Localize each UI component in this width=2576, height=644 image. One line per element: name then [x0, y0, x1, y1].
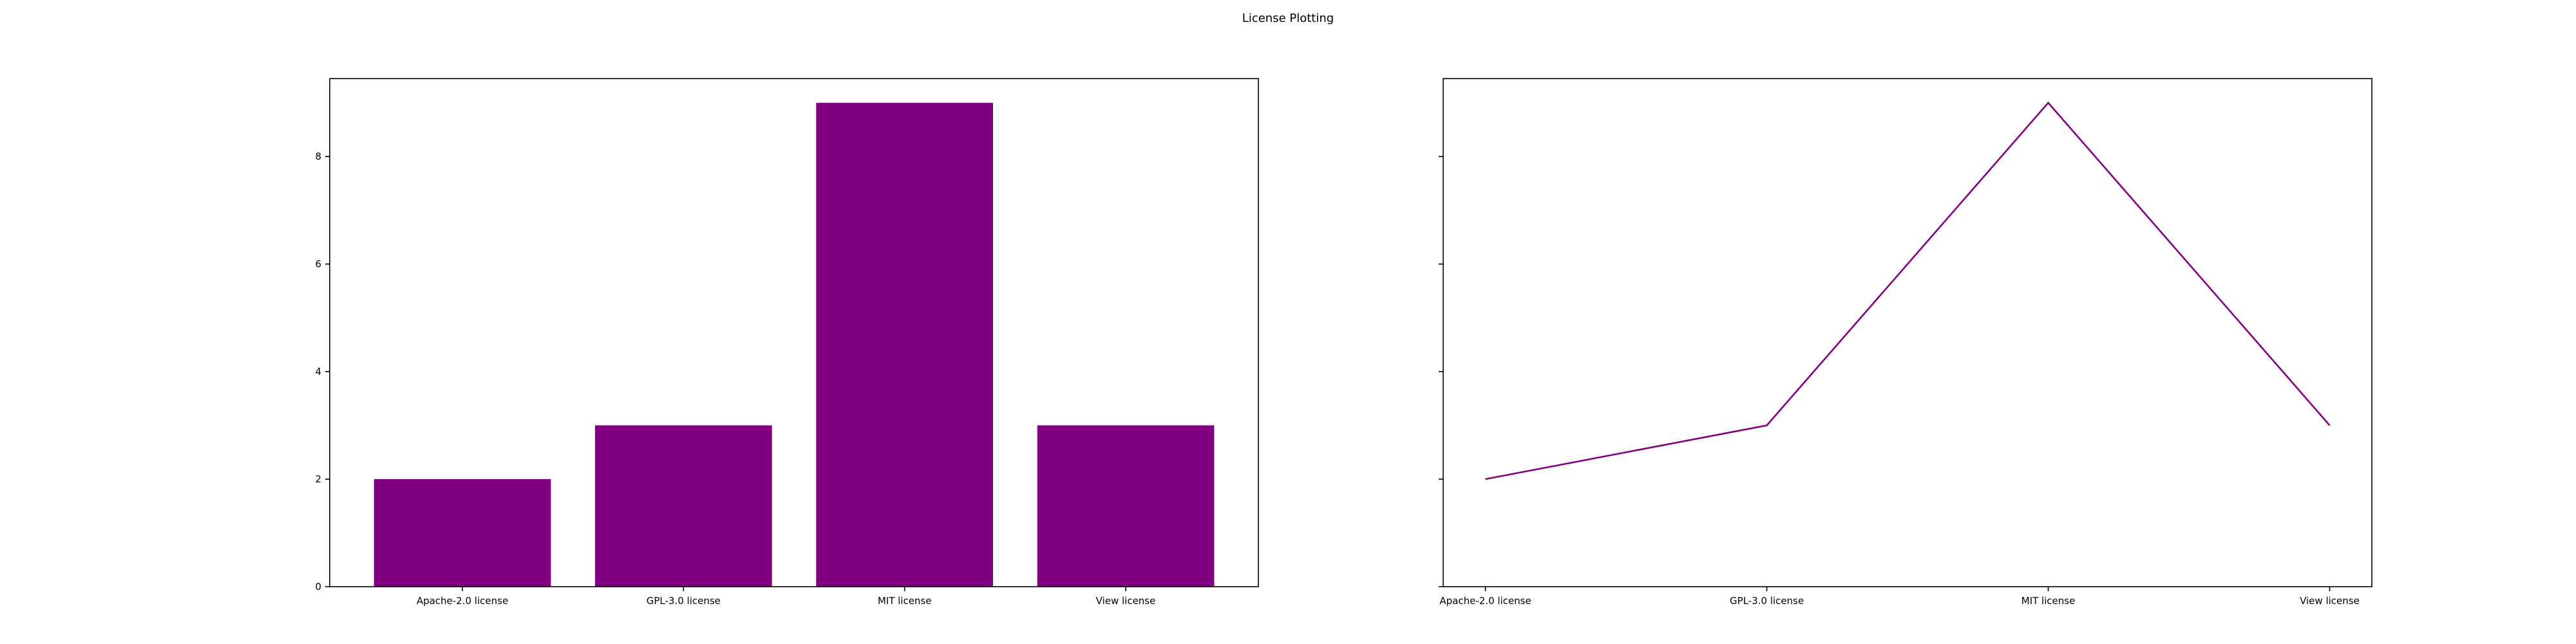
- line-axes-frame: [1443, 78, 2372, 587]
- bar-x-tick-label-4: View license: [1096, 595, 1156, 607]
- bar-4: [1037, 425, 1215, 587]
- figure-title: License Plotting: [1242, 12, 1334, 25]
- line-chart-panel: Apache-2.0 license GPL-3.0 license MIT lic…: [1439, 78, 2372, 607]
- bar-x-tick-label-1: Apache-2.0 license: [417, 595, 508, 607]
- bar-x-tick-label-2: GPL-3.0 license: [647, 595, 721, 607]
- line-x-tick-label-2: GPL-3.0 license: [1730, 595, 1804, 607]
- bar-y-tick-label-2: 2: [315, 473, 321, 485]
- bar-2: [595, 425, 772, 587]
- line-series: [1485, 101, 2331, 480]
- bar-y-tick-label-4: 4: [315, 366, 321, 377]
- line-x-tick-label-1: Apache-2.0 license: [1439, 595, 1531, 607]
- bar-chart-panel: 0 2 4 6 8 Apache-2.0 license GPL-3.0 license MI…: [315, 78, 1259, 607]
- bar-y-tick-label-6: 6: [315, 258, 321, 270]
- bar-3: [816, 102, 993, 587]
- bar-axes-frame: [329, 78, 1259, 587]
- bar-y-tick-label-0: 0: [315, 581, 321, 592]
- bar-x-tick-label-3: MIT license: [878, 595, 932, 607]
- bar-y-tick-label-8: 8: [315, 151, 321, 162]
- line-x-tick-label-3: MIT license: [2022, 595, 2076, 607]
- bar-1: [374, 479, 551, 587]
- line-x-tick-label-4: View license: [2300, 595, 2360, 607]
